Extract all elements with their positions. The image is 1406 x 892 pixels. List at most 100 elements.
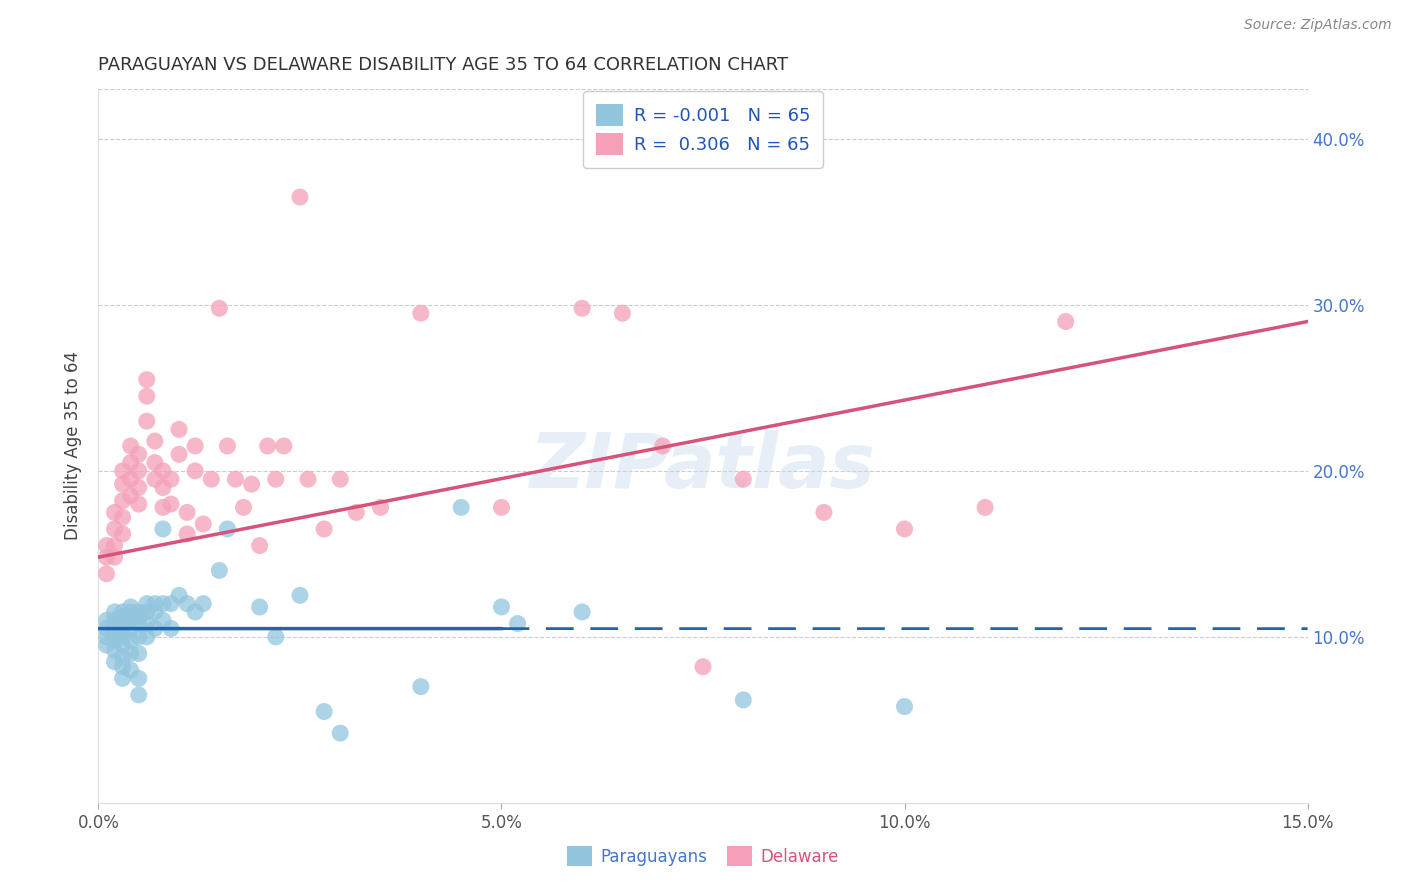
Y-axis label: Disability Age 35 to 64: Disability Age 35 to 64 — [65, 351, 83, 541]
Point — [111, 671, 134, 685]
Point — [111, 510, 134, 524]
Point — [160, 597, 183, 611]
Point — [135, 605, 157, 619]
Point — [135, 630, 157, 644]
Point — [152, 500, 174, 515]
Point — [264, 472, 287, 486]
Point — [176, 505, 198, 519]
Point — [111, 477, 134, 491]
Point — [103, 626, 125, 640]
Point — [184, 605, 207, 619]
Point — [288, 190, 311, 204]
Point — [193, 516, 215, 531]
Point — [733, 693, 755, 707]
Point — [103, 655, 125, 669]
Point — [111, 622, 134, 636]
Point — [143, 472, 166, 486]
Point — [120, 613, 142, 627]
Point — [314, 705, 336, 719]
Point — [135, 414, 157, 428]
Point — [143, 434, 166, 448]
Point — [128, 616, 150, 631]
Point — [651, 439, 673, 453]
Point — [176, 597, 198, 611]
Point — [249, 539, 271, 553]
Point — [217, 439, 239, 453]
Point — [176, 527, 198, 541]
Point — [96, 638, 118, 652]
Point — [103, 613, 125, 627]
Point — [103, 605, 125, 619]
Point — [120, 647, 142, 661]
Point — [344, 505, 367, 519]
Point — [200, 472, 222, 486]
Point — [96, 539, 118, 553]
Point — [329, 472, 352, 486]
Point — [813, 505, 835, 519]
Point — [111, 659, 134, 673]
Point — [128, 464, 150, 478]
Point — [612, 306, 634, 320]
Point — [1054, 314, 1077, 328]
Point — [111, 610, 134, 624]
Point — [208, 564, 231, 578]
Point — [893, 699, 915, 714]
Point — [120, 472, 142, 486]
Point — [370, 500, 392, 515]
Point — [128, 605, 150, 619]
Point — [111, 630, 134, 644]
Point — [208, 301, 231, 316]
Point — [103, 622, 125, 636]
Point — [120, 605, 142, 619]
Point — [96, 550, 118, 565]
Point — [152, 522, 174, 536]
Point — [893, 522, 915, 536]
Point — [96, 630, 118, 644]
Point — [329, 726, 352, 740]
Point — [491, 599, 513, 614]
Point — [733, 472, 755, 486]
Point — [111, 649, 134, 664]
Point — [217, 522, 239, 536]
Point — [450, 500, 472, 515]
Point — [288, 588, 311, 602]
Point — [152, 464, 174, 478]
Point — [167, 447, 190, 461]
Point — [103, 539, 125, 553]
Point — [167, 422, 190, 436]
Point — [135, 597, 157, 611]
Point — [120, 633, 142, 648]
Point — [193, 597, 215, 611]
Point — [111, 638, 134, 652]
Point — [111, 493, 134, 508]
Point — [103, 505, 125, 519]
Point — [224, 472, 246, 486]
Point — [143, 605, 166, 619]
Point — [120, 663, 142, 677]
Point — [506, 616, 529, 631]
Point — [143, 456, 166, 470]
Point — [135, 389, 157, 403]
Point — [297, 472, 319, 486]
Point — [103, 643, 125, 657]
Point — [135, 616, 157, 631]
Point — [160, 497, 183, 511]
Point — [491, 500, 513, 515]
Point — [152, 597, 174, 611]
Point — [160, 472, 183, 486]
Point — [135, 373, 157, 387]
Point — [571, 301, 593, 316]
Point — [120, 489, 142, 503]
Point — [120, 622, 142, 636]
Point — [128, 688, 150, 702]
Text: PARAGUAYAN VS DELAWARE DISABILITY AGE 35 TO 64 CORRELATION CHART: PARAGUAYAN VS DELAWARE DISABILITY AGE 35… — [98, 56, 789, 74]
Point — [120, 439, 142, 453]
Point — [128, 481, 150, 495]
Point — [974, 500, 997, 515]
Point — [103, 633, 125, 648]
Point — [111, 616, 134, 631]
Point — [143, 597, 166, 611]
Point — [314, 522, 336, 536]
Point — [128, 647, 150, 661]
Text: Source: ZipAtlas.com: Source: ZipAtlas.com — [1244, 18, 1392, 32]
